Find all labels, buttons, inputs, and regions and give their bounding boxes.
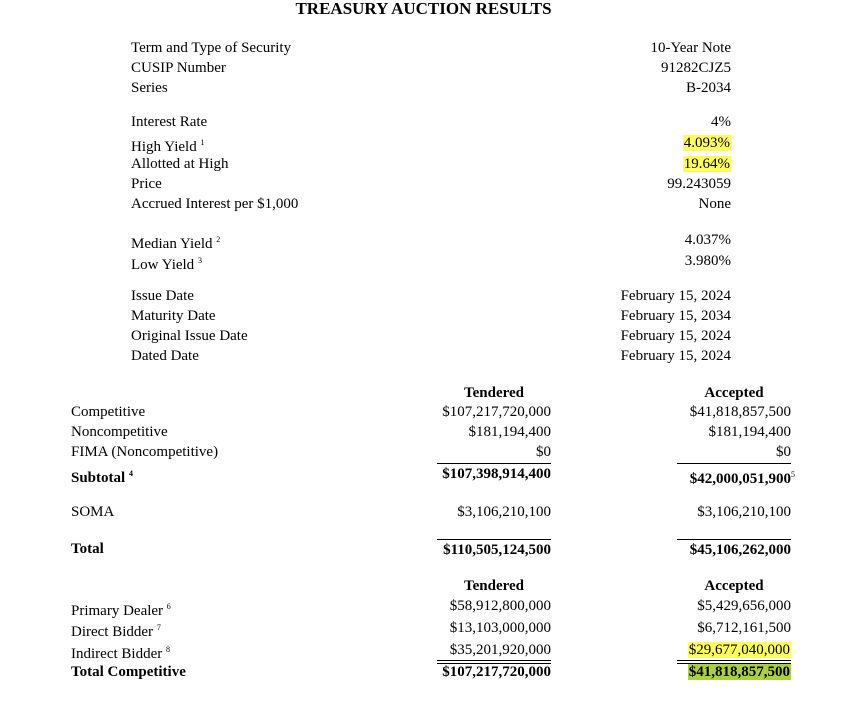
- primary-dealer-label: Primary Dealer 6: [71, 602, 171, 619]
- fima-accepted: $0: [776, 444, 791, 460]
- document-title: TREASURY AUCTION RESULTS: [295, 0, 552, 18]
- maturity-date-value: February 15, 2034: [620, 308, 731, 324]
- noncompetitive-label: Noncompetitive: [71, 424, 168, 440]
- cusip-label: CUSIP Number: [131, 60, 226, 76]
- direct-bidder-tendered: $13,103,000,000: [449, 620, 551, 636]
- noncompetitive-accepted: $181,194,400: [708, 424, 792, 440]
- accrued-label: Accrued Interest per $1,000: [131, 196, 299, 212]
- noncompetitive-tendered: $181,194,400: [468, 424, 552, 440]
- competitive-tendered: $107,217,720,000: [442, 404, 551, 420]
- total-rule: [677, 539, 791, 540]
- series-label: Series: [131, 80, 168, 96]
- primary-dealer-tendered: $58,912,800,000: [449, 598, 551, 614]
- primary-dealer-accepted: $5,429,656,000: [697, 598, 791, 614]
- fima-label: FIMA (Noncompetitive): [71, 444, 219, 460]
- interest-rate-label: Interest Rate: [131, 114, 208, 130]
- subtotal-accepted: $42,000,051,9005: [689, 470, 795, 487]
- issue-date-value: February 15, 2024: [620, 288, 731, 304]
- footnote-marker: 7: [156, 623, 161, 632]
- low-yield-value: 3.980%: [684, 253, 731, 269]
- footnote-marker: 6: [166, 602, 171, 611]
- median-yield-label: Median Yield 2: [131, 235, 221, 252]
- subtotal-rule: [437, 463, 551, 464]
- indirect-bidder-label: Indirect Bidder 8: [71, 645, 170, 662]
- total-competitive-rule: [437, 660, 551, 664]
- total-competitive-accepted: $41,818,857,500: [687, 664, 791, 680]
- subtotal-tendered: $107,398,914,400: [442, 466, 551, 482]
- term-label: Term and Type of Security: [131, 40, 292, 56]
- total-competitive-tendered: $107,217,720,000: [442, 664, 551, 680]
- footnote-marker: 5: [791, 470, 795, 479]
- accepted-header: Accepted: [704, 385, 764, 401]
- allotted-value: 19.64%: [682, 156, 731, 172]
- footnote-marker: 4: [128, 469, 133, 478]
- fima-tendered: $0: [536, 444, 551, 460]
- soma-tendered: $3,106,210,100: [457, 504, 551, 520]
- price-label: Price: [131, 176, 162, 192]
- footnote-marker: 1: [200, 138, 205, 147]
- subtotal-label: Subtotal 4: [71, 469, 133, 486]
- indirect-bidder-tendered: $35,201,920,000: [449, 642, 551, 658]
- interest-rate-value: 4%: [711, 114, 731, 130]
- accrued-value: None: [698, 196, 732, 212]
- accepted-header: Accepted: [704, 578, 764, 594]
- low-yield-label: Low Yield 3: [131, 256, 202, 273]
- total-tendered: $110,505,124,500: [443, 542, 551, 558]
- indirect-bidder-accepted: $29,677,040,000: [687, 642, 791, 658]
- total-competitive-label: Total Competitive: [71, 664, 186, 680]
- footnote-marker: 2: [216, 235, 221, 244]
- direct-bidder-accepted: $6,712,161,500: [697, 620, 791, 636]
- series-value: B-2034: [686, 80, 731, 96]
- total-rule: [437, 539, 551, 540]
- footnote-marker: 8: [165, 645, 170, 654]
- price-value: 99.243059: [667, 176, 731, 192]
- total-competitive-rule: [677, 660, 791, 664]
- competitive-accepted: $41,818,857,500: [689, 404, 791, 420]
- median-yield-value: 4.037%: [684, 232, 731, 248]
- total-label: Total: [71, 541, 104, 557]
- cusip-value: 91282CJZ5: [660, 60, 731, 76]
- total-accepted: $45,106,262,000: [689, 542, 791, 558]
- high-yield-label: High Yield 1: [131, 138, 205, 155]
- tendered-header: Tendered: [463, 385, 524, 401]
- allotted-label: Allotted at High: [131, 156, 229, 172]
- tendered-header: Tendered: [463, 578, 524, 594]
- maturity-date-label: Maturity Date: [131, 308, 216, 324]
- high-yield-value: 4.093%: [682, 135, 731, 151]
- footnote-marker: 3: [197, 256, 202, 265]
- original-issue-date-value: February 15, 2024: [620, 328, 731, 344]
- soma-label: SOMA: [71, 504, 115, 520]
- issue-date-label: Issue Date: [131, 288, 194, 304]
- competitive-label: Competitive: [71, 404, 146, 420]
- dated-date-value: February 15, 2024: [620, 348, 731, 364]
- direct-bidder-label: Direct Bidder 7: [71, 623, 161, 640]
- dated-date-label: Dated Date: [131, 348, 199, 364]
- original-issue-date-label: Original Issue Date: [131, 328, 248, 344]
- subtotal-rule: [677, 463, 791, 464]
- term-value: 10-Year Note: [650, 40, 731, 56]
- soma-accepted: $3,106,210,100: [697, 504, 791, 520]
